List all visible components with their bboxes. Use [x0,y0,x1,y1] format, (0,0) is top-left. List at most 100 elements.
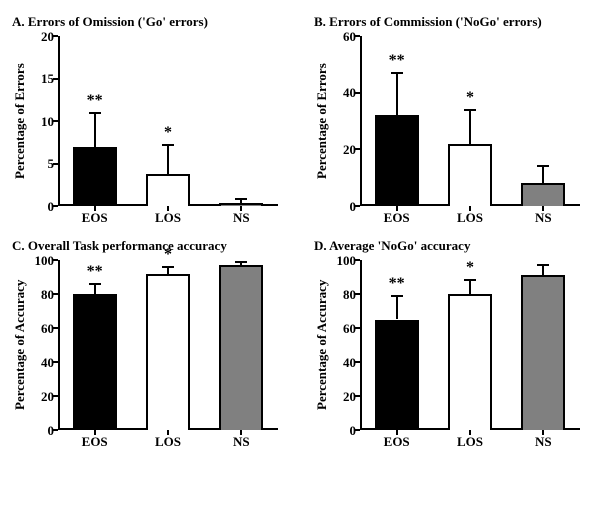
x-category-label: EOS [384,210,410,226]
bar-LOS [448,294,492,430]
y-tick-label: 20 [332,142,356,158]
y-tick-label: 100 [30,253,54,269]
error-cap [391,72,403,74]
error-cap [235,261,247,263]
x-category-label: NS [535,210,552,226]
error-cap [464,279,476,281]
x-category-label: LOS [457,210,483,226]
y-tick-label: 0 [30,199,54,215]
y-tick-labels: 0204060 [332,36,360,206]
y-tick-labels: 020406080100 [30,260,58,430]
y-tick-label: 40 [30,355,54,371]
bar-NS [219,265,263,430]
y-tick-label: 40 [332,85,356,101]
panel-C: C. Overall Task performance accuracyPerc… [12,234,290,450]
y-tick-label: 60 [30,321,54,337]
y-tick-label: 5 [30,156,54,172]
error-bar [542,166,544,183]
bar-NS [521,275,565,430]
x-category-label: EOS [384,434,410,450]
x-category-label: LOS [457,434,483,450]
significance-marker: * [466,260,474,276]
y-axis [360,36,362,206]
y-tick-label: 0 [30,423,54,439]
error-cap [89,112,101,114]
y-tick-label: 80 [332,287,356,303]
error-bar [396,296,398,320]
x-category-row: EOS LOS NS [360,206,580,226]
y-tick-labels: 020406080100 [332,260,360,430]
bar-EOS [375,115,419,206]
error-bar [542,265,544,275]
x-category-label: LOS [155,210,181,226]
error-bar [167,145,169,174]
error-bar [469,110,471,144]
chart-wrap: Percentage of Accuracy020406080100*** [314,260,592,430]
bar-LOS [448,144,492,206]
error-cap [89,283,101,285]
error-cap [162,266,174,268]
y-tick-label: 10 [30,114,54,130]
chart-wrap: Percentage of Errors05101520*** [12,36,290,206]
chart-wrap: Percentage of Accuracy020406080100*** [12,260,290,430]
x-category-label: NS [233,210,250,226]
error-cap [537,165,549,167]
bar-EOS [73,294,117,430]
panel-A: A. Errors of Omission ('Go' errors)Perce… [12,10,290,226]
significance-marker: ** [389,276,405,292]
y-axis [58,36,60,206]
y-axis-label: Percentage of Accuracy [12,260,30,430]
x-category-label: NS [535,434,552,450]
bar-EOS [375,320,419,431]
error-bar [469,280,471,294]
bar-NS [521,183,565,206]
x-category-row: EOS LOS NS [360,430,580,450]
figure-grid: A. Errors of Omission ('Go' errors)Perce… [12,10,592,450]
error-bar [167,267,169,274]
error-bar [396,73,398,116]
error-cap [464,109,476,111]
significance-marker: ** [87,264,103,280]
error-cap [162,144,174,146]
x-category-label: LOS [155,434,181,450]
chart-area: *** [360,260,580,430]
y-tick-label: 20 [332,389,356,405]
chart-area: *** [58,260,278,430]
y-tick-label: 15 [30,71,54,87]
significance-marker: ** [389,53,405,69]
bar-LOS [146,274,190,430]
x-category-label: NS [233,434,250,450]
y-tick-label: 20 [30,389,54,405]
y-tick-label: 0 [332,423,356,439]
error-bar [94,113,96,147]
significance-marker: * [164,247,172,263]
y-tick-label: 60 [332,29,356,45]
figure-row: C. Overall Task performance accuracyPerc… [12,234,592,450]
significance-marker: * [164,125,172,141]
bar-LOS [146,174,190,206]
x-category-row: EOS LOS NS [58,206,278,226]
significance-marker: * [466,90,474,106]
chart-wrap: Percentage of Errors0204060*** [314,36,592,206]
chart-area: *** [360,36,580,206]
error-cap [537,264,549,266]
y-axis [58,260,60,430]
x-category-label: EOS [82,210,108,226]
y-tick-label: 20 [30,29,54,45]
error-cap [391,295,403,297]
y-axis [360,260,362,430]
significance-marker: ** [87,93,103,109]
y-tick-label: 100 [332,253,356,269]
y-tick-label: 0 [332,199,356,215]
bar-EOS [73,147,117,207]
error-cap [235,198,247,200]
chart-area: *** [58,36,278,206]
panel-D: D. Average 'NoGo' accuracyPercentage of … [314,234,592,450]
x-category-row: EOSLOSNS [58,430,278,450]
y-axis-label: Percentage of Errors [12,36,30,206]
figure-row: A. Errors of Omission ('Go' errors)Perce… [12,10,592,226]
y-axis-label: Percentage of Accuracy [314,260,332,430]
y-tick-label: 60 [332,321,356,337]
panel-B: B. Errors of Commission ('NoGo' errors)P… [314,10,592,226]
y-tick-label: 80 [30,287,54,303]
